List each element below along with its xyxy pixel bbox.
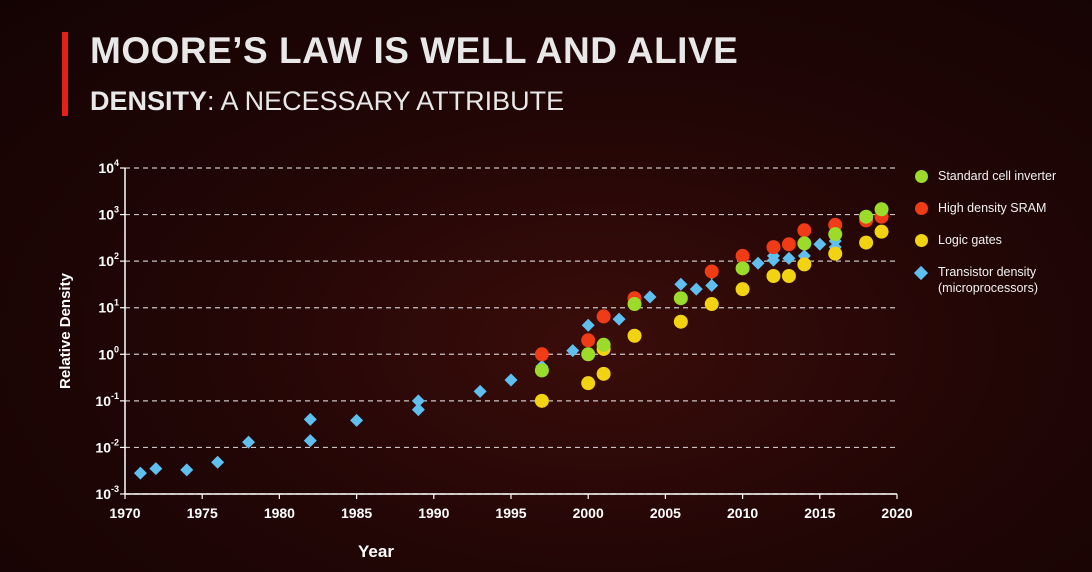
transistor-density-point bbox=[504, 373, 518, 387]
logic-gates-point bbox=[735, 282, 750, 297]
standard-cell-inverter-point bbox=[797, 236, 812, 251]
legend-item-standard-cell-inverter: Standard cell inverter bbox=[915, 168, 1085, 184]
transistor-density-point bbox=[643, 290, 657, 304]
x-tick-label: 2020 bbox=[881, 505, 912, 521]
legend-swatch-standard-cell-inverter bbox=[915, 170, 928, 183]
transistor-density-point bbox=[751, 256, 765, 270]
subtitle-bold: DENSITY bbox=[90, 86, 208, 116]
y-axis-title: Relative Density bbox=[57, 272, 74, 389]
x-tick-label: 1995 bbox=[495, 505, 526, 521]
legend-swatch-high-density-sram bbox=[915, 202, 928, 215]
standard-cell-inverter-point bbox=[627, 297, 642, 312]
y-tick-label: 103 bbox=[98, 205, 119, 223]
logic-gates-point bbox=[828, 246, 843, 261]
y-tick-label: 100 bbox=[98, 344, 119, 362]
high-density-sram-point bbox=[534, 347, 549, 362]
transistor-density-point bbox=[581, 318, 595, 332]
x-tick-label: 2000 bbox=[573, 505, 604, 521]
slide-title: MOORE’S LAW IS WELL AND ALIVE bbox=[90, 30, 739, 71]
logic-gates-point bbox=[673, 314, 688, 329]
logic-gates-point bbox=[581, 376, 596, 391]
transistor-density-point bbox=[674, 277, 688, 291]
x-tick-label: 1970 bbox=[109, 505, 140, 521]
logic-gates-point bbox=[627, 328, 642, 343]
x-tick-label: 1975 bbox=[187, 505, 218, 521]
y-tick-label: 10-2 bbox=[95, 437, 119, 455]
logic-gates-point bbox=[704, 297, 719, 312]
transistor-density-point bbox=[612, 312, 626, 326]
legend-item-logic-gates: Logic gates bbox=[915, 232, 1085, 248]
logic-gates-point bbox=[596, 366, 611, 381]
transistor-density-point bbox=[411, 403, 425, 417]
y-tick-label: 101 bbox=[98, 298, 119, 316]
standard-cell-inverter-point bbox=[673, 291, 688, 306]
standard-cell-inverter-point bbox=[581, 347, 596, 362]
legend-label: High density SRAM bbox=[938, 201, 1047, 215]
transistor-density-point bbox=[473, 384, 487, 398]
standard-cell-inverter-point bbox=[874, 202, 889, 217]
x-tick-label: 2015 bbox=[804, 505, 835, 521]
transistor-density-point bbox=[180, 463, 194, 477]
legend-label: Transistor density (microprocessors) bbox=[938, 265, 1039, 295]
x-tick-label: 2005 bbox=[650, 505, 681, 521]
standard-cell-inverter-point bbox=[596, 337, 611, 352]
logic-gates-point bbox=[781, 268, 796, 283]
slide-subtitle: DENSITY: A NECESSARY ATTRIBUTE bbox=[90, 86, 564, 117]
transistor-density-point bbox=[411, 394, 425, 408]
legend-label: Logic gates bbox=[938, 233, 1002, 247]
logic-gates-point bbox=[874, 224, 889, 239]
subtitle-rest: : A NECESSARY ATTRIBUTE bbox=[207, 86, 565, 116]
standard-cell-inverter-point bbox=[859, 209, 874, 224]
transistor-density-point bbox=[797, 249, 811, 263]
transistor-density-point bbox=[782, 251, 796, 265]
high-density-sram-point bbox=[766, 240, 781, 255]
x-axis-title: Year bbox=[358, 542, 394, 561]
high-density-sram-point bbox=[581, 333, 596, 348]
transistor-density-point bbox=[242, 435, 256, 449]
title-accent-bar bbox=[62, 32, 68, 116]
high-density-sram-point bbox=[596, 309, 611, 324]
transistor-density-point bbox=[350, 413, 364, 427]
legend-item-high-density-sram: High density SRAM bbox=[915, 200, 1085, 216]
logic-gates-point bbox=[534, 393, 549, 408]
x-tick-label: 1985 bbox=[341, 505, 372, 521]
transistor-density-point bbox=[705, 278, 719, 292]
transistor-density-point bbox=[211, 455, 225, 469]
x-tick-label: 2010 bbox=[727, 505, 758, 521]
standard-cell-inverter-point bbox=[735, 261, 750, 276]
x-tick-label: 1980 bbox=[264, 505, 295, 521]
logic-gates-point bbox=[859, 235, 874, 250]
high-density-sram-point bbox=[781, 237, 796, 252]
standard-cell-inverter-point bbox=[534, 363, 549, 378]
high-density-sram-point bbox=[735, 248, 750, 263]
logic-gates-point bbox=[766, 268, 781, 283]
y-tick-label: 10-3 bbox=[95, 484, 119, 502]
transistor-density-point bbox=[566, 344, 580, 358]
transistor-density-point bbox=[133, 466, 147, 480]
y-tick-label: 104 bbox=[98, 158, 119, 176]
y-tick-label: 102 bbox=[98, 251, 119, 269]
transistor-density-point bbox=[303, 434, 317, 448]
transistor-density-point bbox=[149, 462, 163, 476]
high-density-sram-point bbox=[797, 223, 812, 238]
y-tick-label: 10-1 bbox=[95, 391, 119, 409]
high-density-sram-point bbox=[704, 264, 719, 279]
standard-cell-inverter-point bbox=[828, 227, 843, 242]
transistor-density-point bbox=[303, 412, 317, 426]
legend-item-transistor-density: Transistor density (microprocessors) bbox=[913, 264, 1085, 296]
logic-gates-point bbox=[797, 257, 812, 272]
legend-swatch-logic-gates bbox=[915, 234, 928, 247]
legend-swatch-transistor-density bbox=[913, 265, 929, 281]
transistor-density-point bbox=[813, 237, 827, 251]
x-tick-label: 1990 bbox=[418, 505, 449, 521]
chart-legend: Standard cell inverter High density SRAM… bbox=[913, 168, 1085, 312]
legend-label: Standard cell inverter bbox=[938, 169, 1057, 183]
transistor-density-point bbox=[689, 282, 703, 296]
